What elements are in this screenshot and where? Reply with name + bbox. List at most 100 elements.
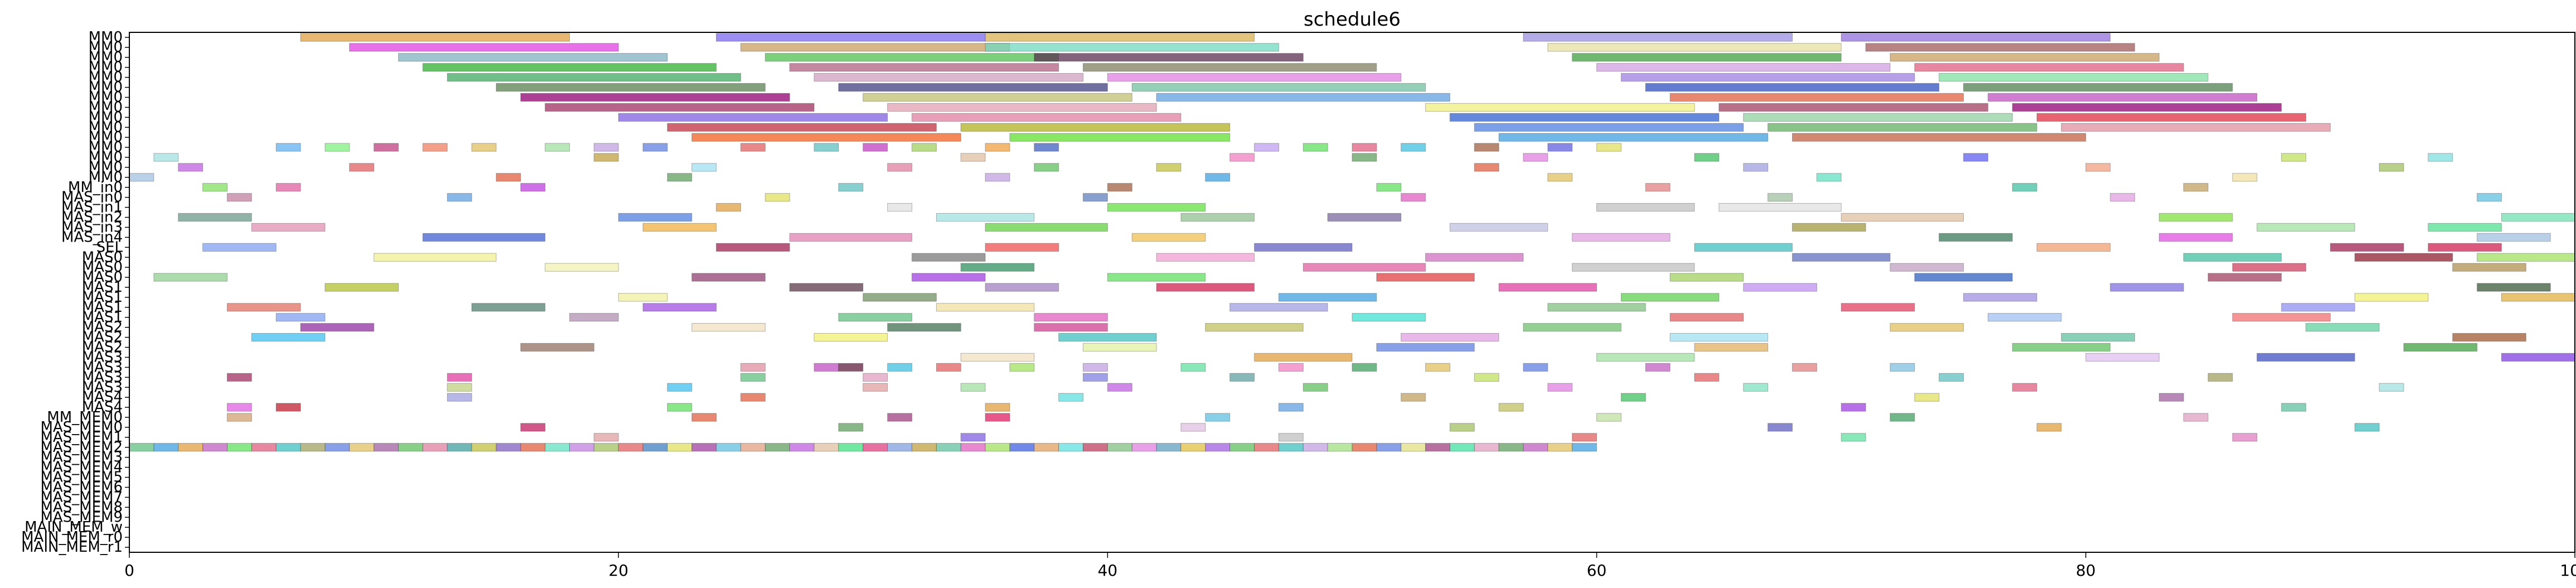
task-bar — [1498, 403, 1524, 412]
y-tick-label: MAS0 — [82, 249, 123, 266]
task-bar — [838, 313, 913, 322]
task-bar — [740, 393, 766, 402]
task-bar — [1352, 363, 1377, 372]
task-bar — [1523, 323, 1621, 332]
task-bar — [1278, 433, 1304, 442]
task-bar — [1572, 53, 1842, 62]
task-bar — [789, 443, 815, 452]
y-tick-label: MAS3 — [82, 349, 123, 366]
task-bar — [2183, 183, 2209, 192]
task-bar — [2477, 193, 2502, 202]
task-bar — [912, 113, 1182, 122]
task-bar — [2183, 253, 2282, 262]
task-bar — [1498, 133, 1769, 142]
task-bar — [1498, 283, 1597, 292]
task-bar — [716, 443, 741, 452]
task-bar — [1278, 363, 1304, 372]
y-tick-label: MAS2 — [82, 329, 123, 346]
task-bar — [764, 443, 790, 452]
task-bar — [1156, 443, 1182, 452]
task-bar — [447, 393, 472, 402]
task-bar — [1083, 373, 1108, 382]
task-bar — [1523, 33, 1793, 42]
task-bar — [1547, 303, 1646, 312]
task-bar — [1083, 443, 1108, 452]
task-bar — [1205, 323, 1304, 332]
task-bar — [1792, 133, 2086, 142]
y-tick-label: MAS1 — [82, 309, 123, 326]
task-bar — [2281, 403, 2307, 412]
task-bar — [691, 413, 717, 422]
task-bar — [1596, 143, 1622, 152]
y-tick-label: MAS3 — [82, 369, 123, 385]
task-bar — [1963, 83, 2233, 92]
task-bar — [447, 193, 472, 202]
y-tick-label: MAS2 — [82, 339, 123, 356]
task-bar — [374, 253, 497, 262]
task-bar — [1009, 443, 1035, 452]
task-bar — [985, 243, 1059, 252]
task-bar — [1890, 363, 1915, 372]
task-bar — [2330, 243, 2404, 252]
task-bar — [1645, 83, 1940, 92]
task-bar — [422, 233, 546, 242]
task-bar — [1914, 63, 2184, 72]
y-tick-label: MM0 — [89, 119, 123, 136]
task-bar — [1572, 443, 1597, 452]
task-bar — [740, 443, 766, 452]
task-bar — [764, 53, 1059, 62]
task-bar — [1131, 443, 1157, 452]
task-bar — [300, 33, 570, 42]
task-bar — [1205, 173, 1231, 182]
task-bar — [325, 283, 399, 292]
task-bar — [2110, 193, 2136, 202]
task-bar — [789, 233, 912, 242]
task-bar — [1743, 383, 1769, 392]
y-tick-label: MAS_in2 — [61, 209, 123, 226]
task-bar — [1694, 343, 1769, 352]
plot-frame — [129, 32, 2575, 553]
task-bar — [2232, 173, 2258, 182]
task-bar — [1229, 443, 1255, 452]
task-bar — [2257, 353, 2355, 362]
task-bar — [2207, 273, 2282, 282]
task-bar — [1939, 373, 1964, 382]
task-bar — [447, 383, 472, 392]
task-bar — [985, 283, 1059, 292]
task-bar — [1645, 363, 1670, 372]
task-bar — [593, 443, 619, 452]
task-bar — [1327, 213, 1402, 222]
task-bar — [2428, 153, 2453, 162]
task-bar — [740, 143, 766, 152]
y-tick-label: MM0 — [89, 169, 123, 186]
task-bar — [691, 323, 766, 332]
task-bar — [1352, 153, 1377, 162]
task-bar — [960, 443, 986, 452]
task-bar — [300, 443, 326, 452]
y-tick-label: MAS_MEM0 — [40, 419, 123, 436]
task-bar — [1058, 333, 1157, 342]
task-bar — [1841, 213, 1964, 222]
task-bar — [740, 373, 766, 382]
task-bar — [275, 443, 301, 452]
task-bar — [1596, 203, 1695, 212]
task-bar — [226, 413, 252, 422]
task-bar — [691, 163, 717, 172]
y-tick-label: MAS1 — [82, 289, 123, 306]
y-tick-label: MM0 — [89, 79, 123, 96]
task-bar — [1083, 343, 1157, 352]
task-bar — [960, 153, 986, 162]
task-bar — [887, 443, 913, 452]
y-tick-label: MM0 — [89, 39, 123, 56]
x-tick-label: 80 — [2076, 561, 2096, 580]
task-bar — [1401, 393, 1426, 402]
task-bar — [1425, 443, 1451, 452]
task-bar — [887, 103, 1157, 112]
task-bar — [1498, 443, 1524, 452]
task-bar — [985, 143, 1010, 152]
task-bar — [691, 273, 766, 282]
task-bar — [912, 273, 986, 282]
task-bar — [496, 173, 521, 182]
task-bar — [349, 443, 375, 452]
task-bar — [545, 443, 570, 452]
